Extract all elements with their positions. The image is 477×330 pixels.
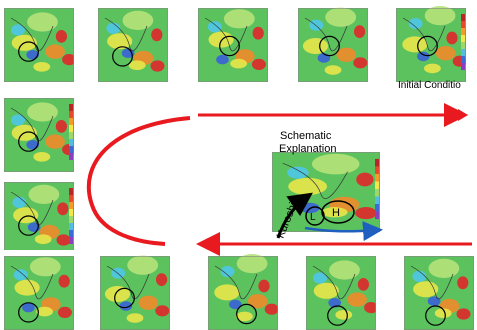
low-label: L [310,212,316,223]
schematic-title-line1: Schematic [280,130,332,142]
schematic-title-line2: Explanation [279,143,337,155]
initial-conditions-label: Initial Conditio [398,80,461,91]
high-label: H [332,207,340,219]
map-panel-12 [404,250,474,330]
map-panel-10 [208,250,278,330]
red-curve-arrow [86,116,191,246]
map-panel-4 [298,2,368,82]
map-panel-9 [100,250,170,330]
map-panel-1 [4,2,74,82]
kuroshio-label: Kuroshio [275,195,302,240]
map-panel-7 [4,176,74,256]
map-panel-2 [98,2,168,82]
map-panel-5 [396,2,466,82]
map-panel-6 [4,92,74,172]
map-panel-3 [198,2,268,82]
map-panel-schematic [272,146,380,232]
map-panel-8 [4,250,74,330]
map-panel-11 [306,250,376,330]
